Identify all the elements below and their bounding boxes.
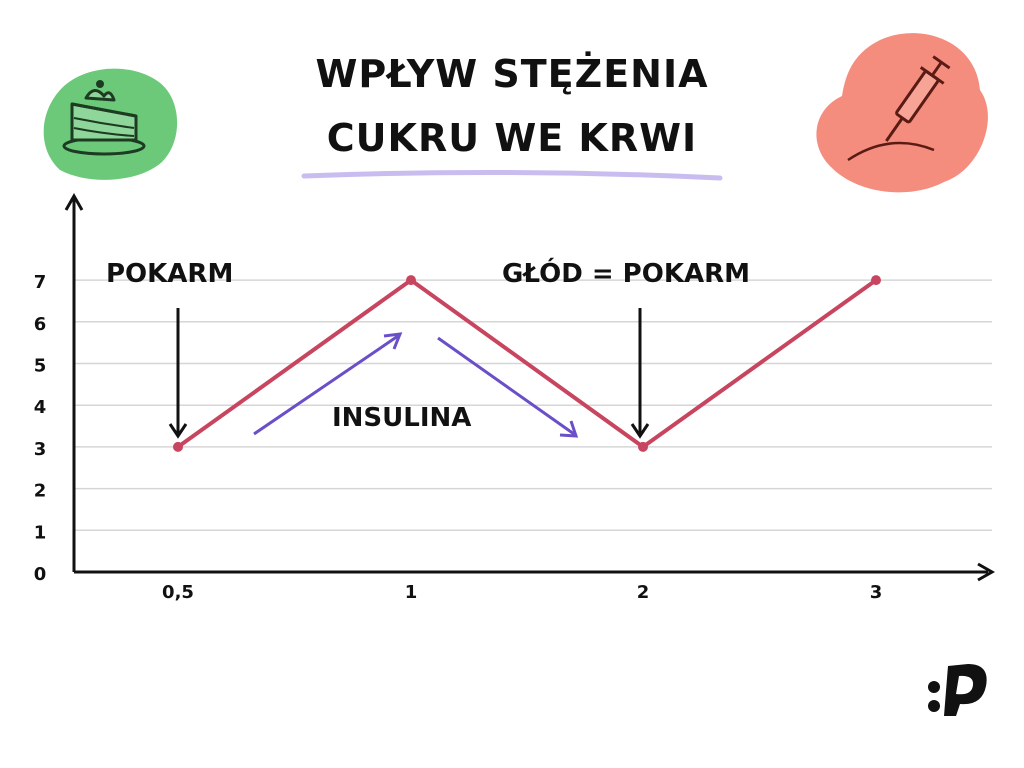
- chart-axes: [64, 192, 996, 582]
- annotation-pokarm: POKARM: [106, 259, 233, 289]
- data-point: [173, 441, 183, 452]
- data-point: [638, 441, 648, 452]
- insulin-arrow-down: [437, 336, 579, 438]
- x-axis-ticks: 0,5 1 2 3: [162, 582, 882, 603]
- x-tick-label: 3: [870, 582, 883, 603]
- y-tick-label: 5: [34, 356, 47, 377]
- syringe-injection-icon: [816, 33, 988, 193]
- y-tick-label: 4: [34, 397, 47, 418]
- cake-slice-icon: [43, 68, 178, 180]
- series-line: [176, 278, 878, 449]
- data-point: [871, 275, 881, 286]
- title-underline: [301, 169, 723, 181]
- insulin-arrow-up: [253, 332, 403, 436]
- y-tick-label: 1: [34, 522, 47, 543]
- annotation-glod-pokarm: GŁÓD = POKARM: [502, 257, 750, 289]
- colon-p-logo-icon: [928, 664, 987, 716]
- y-tick-label: 6: [34, 314, 47, 335]
- x-tick-label: 1: [405, 582, 418, 603]
- page-title-line-1: WPŁYW STĘŻENIA: [315, 52, 709, 96]
- y-tick-label: 2: [34, 481, 47, 502]
- arrow-pokarm-2: [630, 308, 650, 439]
- y-axis-ticks: 0 1 2 3 4 5 6 7: [34, 272, 47, 585]
- y-tick-label: 3: [34, 439, 47, 460]
- page-title-line-2: CUKRU WE KRWI: [326, 116, 698, 160]
- x-tick-label: 0,5: [162, 582, 194, 603]
- y-tick-label: 0: [34, 564, 47, 585]
- y-tick-label: 7: [34, 272, 47, 293]
- data-point: [406, 275, 416, 286]
- arrow-pokarm-1: [168, 308, 188, 439]
- annotation-insulina: INSULINA: [332, 403, 471, 433]
- x-tick-label: 2: [637, 582, 650, 603]
- chart-series: [173, 275, 881, 452]
